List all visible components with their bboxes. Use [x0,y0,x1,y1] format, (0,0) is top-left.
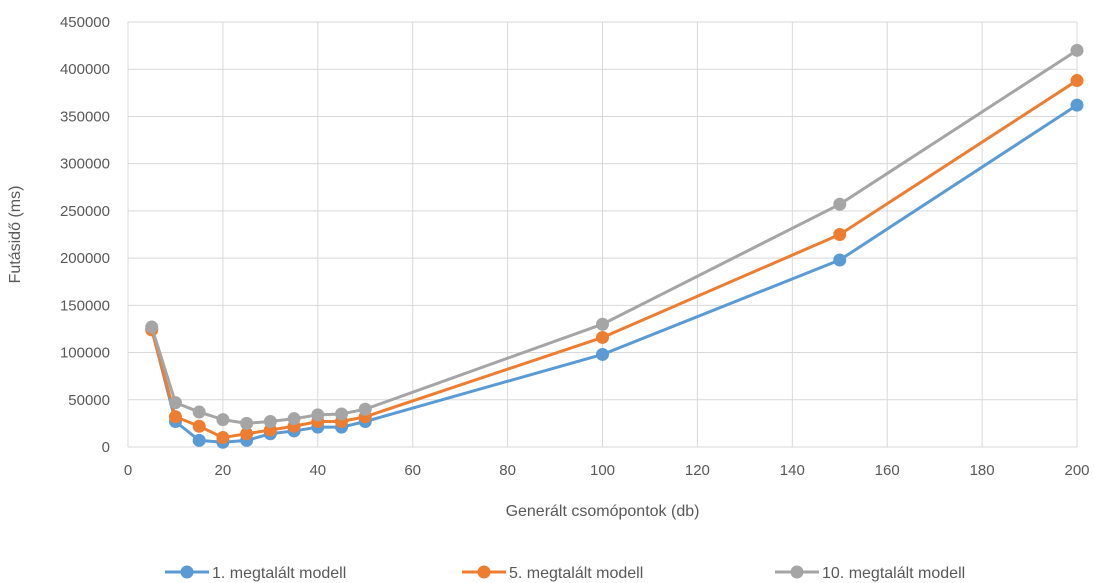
y-tick-label: 400000 [60,61,110,78]
series-2 [145,74,1084,445]
data-point [833,228,847,241]
data-point [335,407,349,421]
x-tick-label: 0 [124,462,132,479]
x-tick-label: 80 [499,462,516,479]
series-line [150,49,1078,425]
legend-marker [180,565,194,579]
x-tick-label: 200 [1064,462,1089,479]
data-point [287,412,301,426]
series-line [150,103,1078,444]
grid [127,21,1078,448]
legend-label: 1. megtalált modell [212,565,346,582]
legend-marker [790,565,804,579]
x-tick-label: 140 [780,462,805,479]
y-tick-label: 0 [102,439,110,456]
data-point [216,413,230,427]
x-tick-label: 160 [875,462,900,479]
legend-item: 5. megtalált modell [462,565,643,582]
legend-item: 1. megtalált modell [165,565,346,582]
legend-item: 10. megtalált modell [775,565,965,582]
data-point [192,419,206,433]
y-tick-label: 200000 [60,250,110,267]
data-point [596,317,609,331]
data-point [240,427,254,441]
series-3 [145,43,1084,430]
series [145,43,1084,449]
y-tick-label: 50000 [68,392,110,409]
data-point [1070,43,1084,57]
data-point [1070,98,1084,112]
legend-label: 10. megtalált modell [822,565,965,582]
series-line [150,79,1078,440]
data-point [216,431,230,445]
y-tick-label: 300000 [60,156,110,173]
x-axis-title: Generált csomópontok (db) [506,503,700,520]
data-point [833,253,847,267]
series-1 [145,98,1084,449]
data-point [833,197,847,211]
y-tick-label: 100000 [60,345,110,362]
tick-labels: 0 50000 100000 150000 200000 250000 300000 3500… [60,14,1090,479]
data-point [311,408,325,422]
x-tick-label: 180 [970,462,995,479]
y-tick-label: 150000 [60,297,110,314]
data-point [263,415,277,428]
legend-label: 5. megtalált modell [509,565,643,582]
y-axis-title: Futásidő (ms) [7,186,24,284]
legend-marker [477,565,491,579]
y-tick-label: 450000 [60,14,110,31]
data-point [145,320,159,334]
data-point [168,410,182,424]
y-tick-label: 250000 [60,203,110,220]
x-tick-label: 120 [685,462,710,479]
legend: 1. megtalált modell 5. megtalált modell 10… [165,565,965,582]
data-point [1070,74,1084,88]
x-tick-label: 60 [404,462,421,479]
data-point [358,402,372,416]
data-point [596,330,609,344]
x-tick-label: 100 [590,462,615,479]
data-point [240,416,254,430]
data-point [596,347,609,361]
x-tick-label: 40 [309,462,326,479]
x-tick-label: 20 [215,462,232,479]
data-point [192,405,206,419]
data-point [168,396,182,410]
y-tick-label: 350000 [60,108,110,125]
data-point [192,433,206,447]
